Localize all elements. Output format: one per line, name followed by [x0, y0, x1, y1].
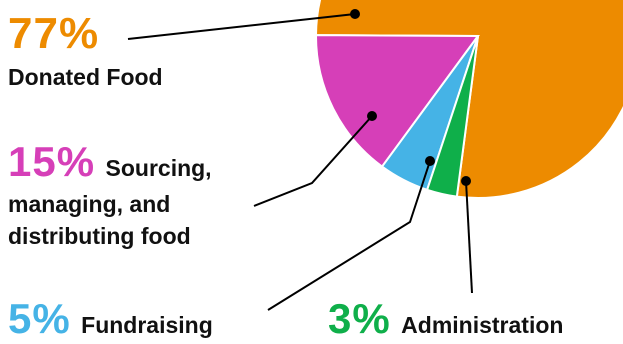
leader-dot-admin	[461, 176, 471, 186]
administration-text: Administration	[401, 312, 564, 338]
pie-slices	[314, 0, 623, 199]
fundraising-text: Fundraising	[81, 312, 213, 338]
leader-dot-fundraising	[425, 156, 435, 166]
leader-line-fundraising	[267, 160, 431, 311]
sourcing-percent: 15%	[8, 138, 96, 185]
administration-percent: 3%	[328, 295, 391, 342]
fundraising-label: 5% Fundraising	[8, 294, 213, 344]
donated-food-percent: 77%	[8, 9, 100, 58]
leader-dot-donated	[350, 9, 360, 19]
donated-food-label: 77% Donated Food	[8, 12, 163, 92]
sourcing-text-line3: distributing food	[8, 222, 191, 249]
sourcing-text-line2: managing, and	[8, 191, 171, 218]
leader-dot-sourcing	[367, 111, 377, 121]
leader-line-donated	[127, 13, 356, 40]
donated-food-text: Donated Food	[8, 64, 163, 90]
administration-label: 3% Administration	[328, 294, 563, 344]
sourcing-label: 15% Sourcing, managing, and distributing…	[8, 137, 212, 251]
slice-donated-food	[314, 0, 623, 199]
leader-lines	[127, 9, 473, 311]
leader-line-admin	[465, 180, 473, 294]
leader-line-sourcing	[253, 115, 373, 207]
fundraising-percent: 5%	[8, 295, 71, 342]
slice-administration	[425, 35, 479, 198]
sourcing-text-line1: Sourcing,	[105, 155, 212, 181]
